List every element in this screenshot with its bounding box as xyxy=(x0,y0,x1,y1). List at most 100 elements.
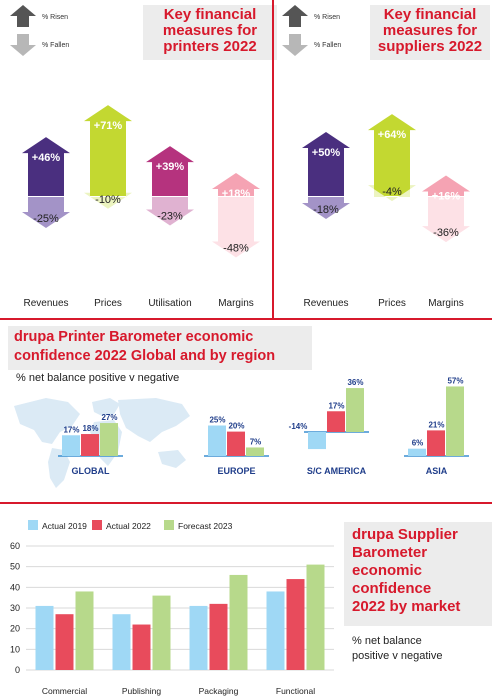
suppliers-arrow-chart: +50% -18% Revenues +64% -4% Prices +16% -36% Mar… xyxy=(302,114,470,309)
bar-scamerica-0 xyxy=(308,432,326,450)
bar-commercial-1 xyxy=(55,614,74,670)
fallen-label: -48% xyxy=(223,242,249,254)
legend-fallen: % Fallen xyxy=(42,42,70,49)
risen-arrow-utilisation xyxy=(146,146,194,196)
x-tick-label: Packaging xyxy=(199,686,239,696)
fallen-label: -25% xyxy=(33,213,59,225)
x-tick-label: Commercial xyxy=(42,686,87,696)
category-label: Revenues xyxy=(303,298,348,309)
legend-swatch xyxy=(92,520,102,530)
x-tick-label: Publishing xyxy=(122,686,161,696)
fallen-label: -4% xyxy=(382,186,402,198)
legend-label: Actual 2022 xyxy=(106,521,151,531)
value-label: 21% xyxy=(428,420,444,429)
legend-swatch xyxy=(164,520,174,530)
supplier-market-title-line1: drupa Supplier xyxy=(352,526,458,543)
divider-horizontal-2 xyxy=(0,502,492,504)
value-label: -14% xyxy=(289,422,308,431)
region-label: S/C AMERICA xyxy=(307,466,367,476)
bar-global-1 xyxy=(81,434,99,456)
supplier-market-subtitle-line2: positive v negative xyxy=(352,650,443,662)
value-label: 7% xyxy=(250,437,262,446)
value-label: 20% xyxy=(228,422,244,431)
printers-title-line1: Key financial xyxy=(163,6,257,23)
barometer-title-line2: confidence 2022 Global and by region xyxy=(14,348,276,364)
value-label: 25% xyxy=(209,416,225,425)
fallen-label: -10% xyxy=(95,194,121,206)
bar-asia-1 xyxy=(427,430,445,456)
risen-label: +39% xyxy=(156,161,185,173)
fallen-label: -23% xyxy=(157,210,183,222)
bar-functional-2 xyxy=(306,564,325,670)
bar-scamerica-1 xyxy=(327,411,345,432)
divider-horizontal-1 xyxy=(0,318,492,320)
category-label: Utilisation xyxy=(148,298,191,309)
supplier-market-subtitle: % net balance positive v negative xyxy=(352,634,443,664)
risen-label: +50% xyxy=(312,147,341,159)
printers-title: Key financial measures for printers 2022 xyxy=(143,5,277,60)
printers-title-line3: printers 2022 xyxy=(163,38,257,55)
category-label: Revenues xyxy=(23,298,68,309)
risen-label: +18% xyxy=(222,188,251,200)
value-label: 57% xyxy=(447,376,463,385)
bar-europe-0 xyxy=(208,425,226,456)
bar-commercial-2 xyxy=(75,591,94,670)
legend-risen: % Risen xyxy=(314,14,341,21)
legend-risen: % Risen xyxy=(42,14,69,21)
legend-label: Forecast 2023 xyxy=(178,521,233,531)
suppliers-title-line3: suppliers 2022 xyxy=(377,38,483,55)
fallen-arrow-prices xyxy=(84,192,132,209)
barometer-subtitle: % net balance positive v negative xyxy=(16,372,180,384)
supplier-market-chart: Actual 2019 Actual 2022 Forecast 2023 0 10 20… xyxy=(10,520,334,696)
value-label: 17% xyxy=(63,425,79,434)
bar-packaging-0 xyxy=(189,605,208,670)
bar-publishing-2 xyxy=(152,595,171,670)
fallen-arrow-icon xyxy=(282,34,308,56)
bar-asia-2 xyxy=(446,386,464,456)
region-label: GLOBAL xyxy=(72,466,110,476)
supplier-market-title-line5: 2022 by market xyxy=(352,598,461,615)
risen-arrow-margins xyxy=(422,175,470,196)
suppliers-title: Key financial measures for suppliers 202… xyxy=(370,5,490,60)
fallen-arrow-revenues xyxy=(22,197,70,228)
value-label: 17% xyxy=(328,401,344,410)
printers-arrow-chart: +46% -25% Revenues +71% -10% Prices +39% -23% Ut… xyxy=(22,105,260,309)
risen-arrow-icon xyxy=(282,5,308,27)
fallen-label: -36% xyxy=(433,227,459,239)
fallen-arrow-utilisation xyxy=(146,197,194,226)
bar-global-0 xyxy=(62,435,80,456)
supplier-market-title-line2: Barometer xyxy=(352,544,428,561)
bar-asia-0 xyxy=(408,448,426,456)
x-tick-label: Functional xyxy=(276,686,315,696)
suppliers-title-line2: measures for xyxy=(382,22,478,39)
y-tick-label: 40 xyxy=(10,582,20,592)
bar-global-2 xyxy=(100,423,118,456)
barometer-chart: 17% 18%27%GLOBAL25%20%7%EUROPE-14%17%36%S… xyxy=(58,376,469,476)
value-label: 18% xyxy=(82,424,98,433)
legend-fallen: % Fallen xyxy=(314,42,342,49)
fallen-arrow-margins xyxy=(422,197,470,243)
category-label: Margins xyxy=(218,298,254,309)
region-label: EUROPE xyxy=(217,466,255,476)
fallen-arrow-margins xyxy=(212,197,260,258)
category-label: Margins xyxy=(428,298,464,309)
supplier-market-title: drupa Supplier Barometer economic confid… xyxy=(344,522,492,626)
risen-arrow-margins xyxy=(212,172,260,196)
y-tick-label: 60 xyxy=(10,541,20,551)
bar-packaging-2 xyxy=(229,574,248,670)
risen-arrow-prices xyxy=(368,114,416,196)
legend-swatch xyxy=(28,520,38,530)
y-tick-label: 50 xyxy=(10,562,20,572)
region-label: ASIA xyxy=(426,466,448,476)
supplier-market-subtitle-line1: % net balance xyxy=(352,635,422,647)
y-tick-label: 0 xyxy=(15,665,20,675)
bar-europe-1 xyxy=(227,431,245,456)
risen-label: +16% xyxy=(432,191,461,203)
y-tick-label: 20 xyxy=(10,624,20,634)
legend-label: Actual 2019 xyxy=(42,521,87,531)
bar-functional-0 xyxy=(266,591,285,670)
risen-label: +71% xyxy=(94,120,123,132)
barometer-title-line1: drupa Printer Barometer economic xyxy=(14,329,254,345)
fallen-arrow-revenues xyxy=(302,197,350,220)
bar-publishing-0 xyxy=(112,614,131,670)
